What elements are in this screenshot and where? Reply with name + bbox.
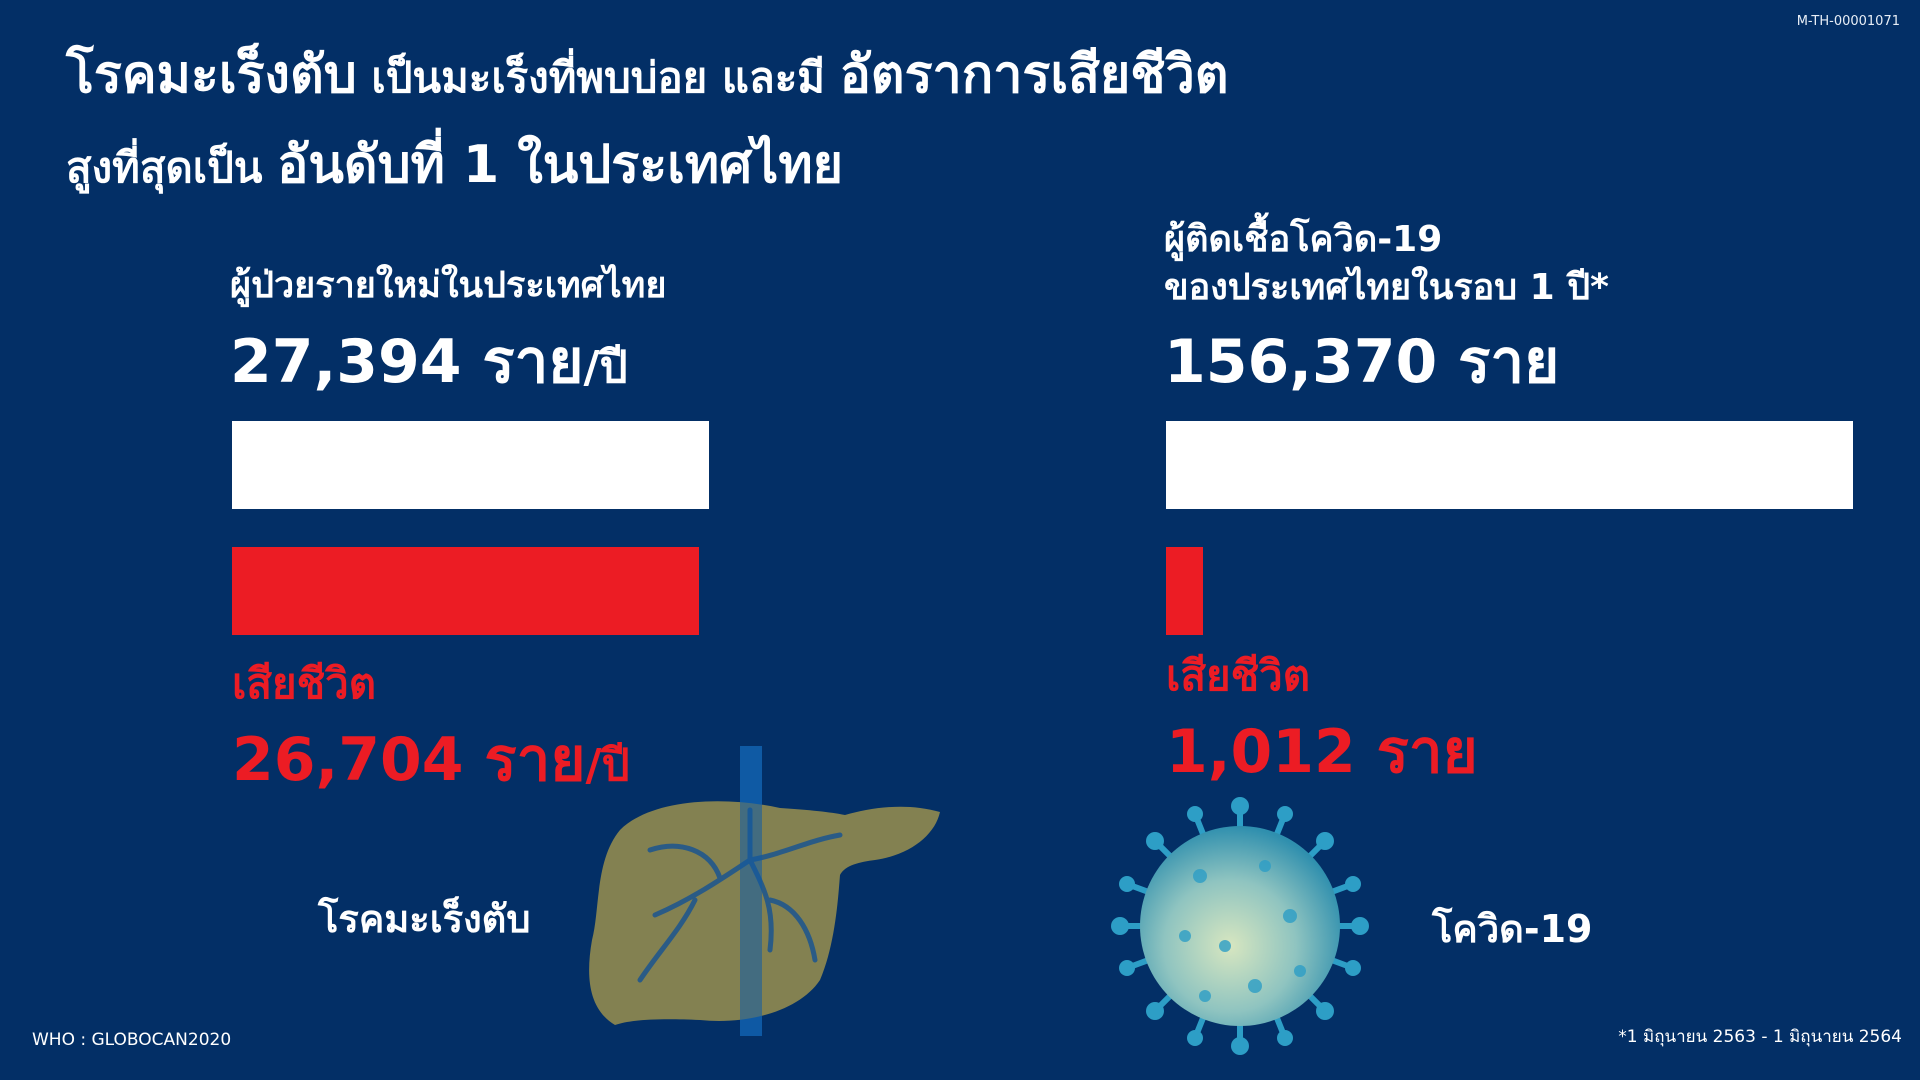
liver-deaths-label: เสียชีวิต [232, 659, 376, 708]
covid-deaths-bar [1166, 547, 1203, 635]
liver-caption: โรคมะเร็งตับ [318, 897, 531, 941]
liver-deaths-value: 26,704 ราย/ปี [232, 725, 630, 795]
headline: โรคมะเร็งตับ เป็นมะเร็งที่พบบ่อย และมี อ… [66, 36, 1229, 216]
virus-icon [1111, 797, 1369, 1055]
covid-infected-value: 156,370 ราย [1164, 327, 1560, 397]
covid-deaths-label: เสียชีวิต [1166, 651, 1310, 700]
liver-new-cases-bar [232, 421, 709, 509]
liver-new-cases-label: ผู้ป่วยรายใหม่ในประเทศไทย [230, 265, 667, 306]
liver-deaths-bar [232, 547, 699, 635]
source-note: WHO : GLOBOCAN2020 [32, 1030, 232, 1050]
document-code: M-TH-00001071 [1796, 14, 1900, 29]
headline-line-1: โรคมะเร็งตับ เป็นมะเร็งที่พบบ่อย และมี อ… [66, 45, 1229, 105]
covid-infected-label: ผู้ติดเชื้อโควิด-19 ของประเทศไทยในรอบ 1 … [1164, 219, 1609, 308]
footnote: *1 มิถุนายน 2563 - 1 มิถุนายน 2564 [1618, 1027, 1902, 1047]
covid-infected-bar [1166, 421, 1853, 509]
liver-icon [589, 746, 940, 1036]
covid-deaths-value: 1,012 ราย [1166, 717, 1478, 787]
liver-new-cases-value: 27,394 ราย/ปี [230, 327, 628, 397]
headline-line-2: สูงที่สุดเป็น อันดับที่ 1 ในประเทศไทย [66, 135, 844, 195]
covid-caption: โควิด-19 [1432, 907, 1593, 951]
